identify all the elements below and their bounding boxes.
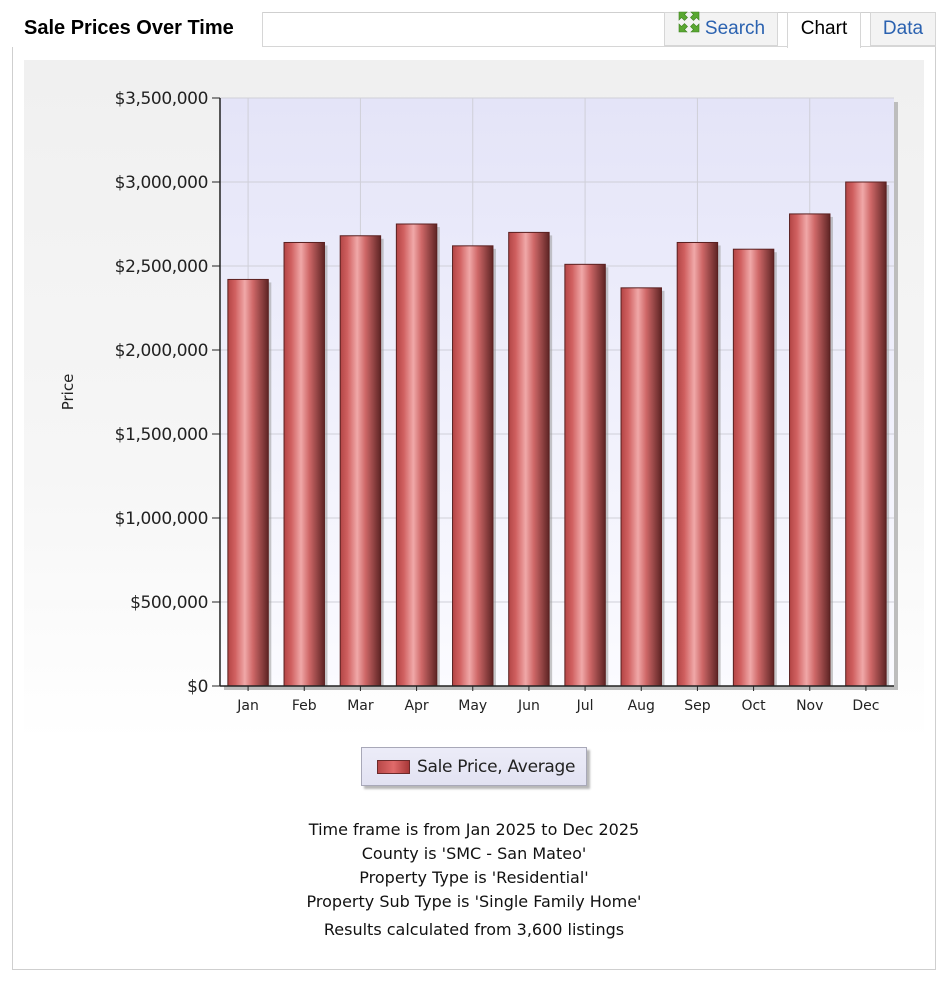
y-tick-label: $0 xyxy=(187,677,208,697)
x-tick-label: Mar xyxy=(347,698,374,714)
x-tick-label: Jan xyxy=(236,698,259,714)
bar-feb xyxy=(283,241,325,687)
summary-property-subtype: Property Sub Type is 'Single Family Home… xyxy=(306,892,642,911)
bar-sep xyxy=(676,241,719,687)
criteria-summary: Time frame is from Jan 2025 to Dec 2025 … xyxy=(24,818,924,942)
tab-chart[interactable]: Chart xyxy=(787,12,861,48)
bar-may xyxy=(452,245,494,687)
x-tick-label: May xyxy=(458,698,487,714)
tab-search-label: Search xyxy=(704,18,766,40)
x-tick-label: Nov xyxy=(796,698,823,714)
legend-label: Sale Price, Average xyxy=(417,757,576,777)
x-tick-label: Jul xyxy=(576,698,594,714)
y-axis-label: Price xyxy=(59,374,77,411)
bar-dec xyxy=(845,181,887,687)
bar-jun xyxy=(508,231,550,687)
y-tick-label: $2,500,000 xyxy=(115,257,208,277)
bar-aug xyxy=(620,287,662,687)
x-tick-label: Jun xyxy=(517,698,540,714)
summary-county: County is 'SMC - San Mateo' xyxy=(361,844,587,863)
x-tick-label: Apr xyxy=(404,698,428,714)
bar-chart: $0 $500,000 $1,000,000 $1,500,000 $2,000,000… xyxy=(59,89,898,714)
summary-property-type: Property Type is 'Residential' xyxy=(359,868,589,887)
bar-jul xyxy=(564,263,606,687)
tab-chart-label: Chart xyxy=(800,18,848,39)
chart-area: $0 $500,000 $1,000,000 $1,500,000 $2,000,000… xyxy=(24,60,924,742)
bar-apr xyxy=(395,223,438,687)
expand-arrows-icon xyxy=(677,10,701,45)
x-tick-label: Aug xyxy=(628,698,655,714)
y-tick-label: $1,000,000 xyxy=(115,509,208,529)
summary-results: Results calculated from 3,600 listings xyxy=(323,920,625,939)
x-tick-label: Oct xyxy=(741,698,766,714)
bar-jan xyxy=(227,278,269,687)
bar-oct xyxy=(732,248,775,687)
y-tick-label: $1,500,000 xyxy=(115,425,208,445)
tab-data[interactable]: Data xyxy=(870,12,936,46)
y-tick-label: $2,000,000 xyxy=(115,341,208,361)
bar-mar xyxy=(339,235,382,687)
tab-search[interactable]: Search xyxy=(664,10,778,46)
legend-swatch xyxy=(377,760,410,774)
tab-data-label: Data xyxy=(882,18,924,39)
plot-background xyxy=(220,98,894,686)
page-title: Sale Prices Over Time xyxy=(12,12,263,47)
x-tick-label: Feb xyxy=(292,698,317,714)
y-tick-label: $3,000,000 xyxy=(115,173,208,193)
y-tick-label: $500,000 xyxy=(130,593,208,613)
header-divider xyxy=(263,46,936,47)
chart-legend: Sale Price, Average xyxy=(361,747,587,786)
y-tick-label: $3,500,000 xyxy=(115,89,208,109)
x-tick-label: Sep xyxy=(684,698,711,714)
x-tick-label: Dec xyxy=(852,698,879,714)
summary-timeframe: Time frame is from Jan 2025 to Dec 2025 xyxy=(308,820,640,839)
bar-nov xyxy=(789,213,831,687)
